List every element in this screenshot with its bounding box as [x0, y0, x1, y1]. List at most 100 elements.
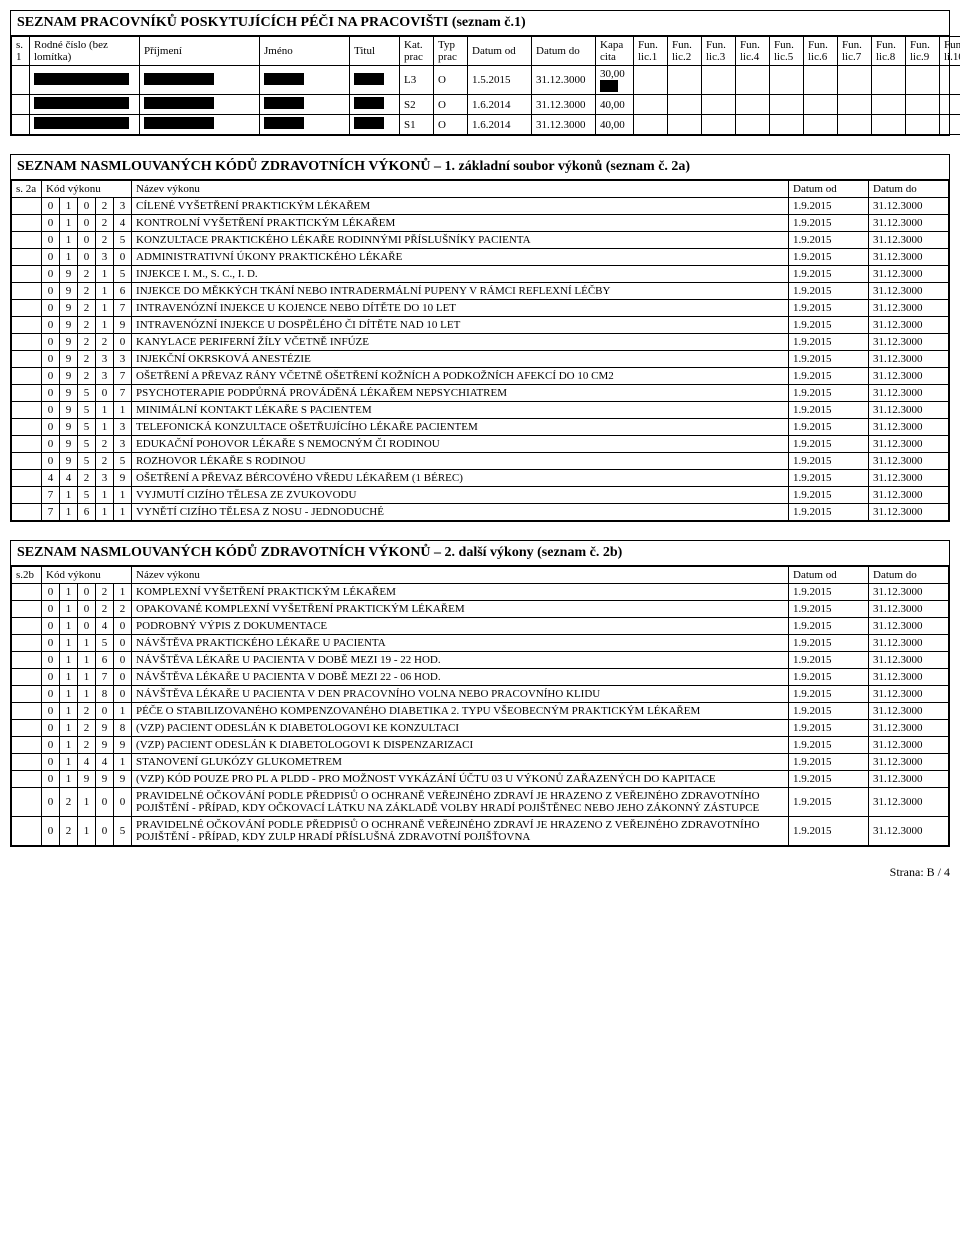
codes2b-header-row: s.2b Kód výkonu Název výkonu Datum od Da… [12, 567, 949, 584]
cell-code-digit: 7 [42, 487, 60, 504]
cell-od: 1.9.2015 [789, 232, 869, 249]
table-row: 09237OŠETŘENÍ A PŘEVAZ RÁNY VČETNĚ OŠETŘ… [12, 368, 949, 385]
cell-code-digit: 0 [42, 584, 60, 601]
cell-do: 31.12.3000 [869, 737, 949, 754]
cell-od: 1.9.2015 [789, 453, 869, 470]
codes2a-table: s. 2a Kód výkonu Název výkonu Datum od D… [11, 180, 949, 521]
table-row: 01298(VZP) PACIENT ODESLÁN K DIABETOLOGO… [12, 720, 949, 737]
cell-fun [736, 66, 770, 95]
cell-code-digit: 0 [42, 351, 60, 368]
cell-do: 31.12.3000 [869, 470, 949, 487]
cell-code-digit: 2 [78, 300, 96, 317]
cell-code-digit: 0 [42, 788, 60, 817]
cell-code-digit: 1 [114, 504, 132, 521]
cell-code-digit: 1 [78, 817, 96, 846]
cell-code-digit: 0 [42, 385, 60, 402]
cell-code-digit: 2 [78, 317, 96, 334]
cell-code-digit: 5 [114, 266, 132, 283]
cell-code-digit: 9 [60, 266, 78, 283]
cell-s1 [12, 115, 30, 135]
cell-s [12, 215, 42, 232]
cell-code-digit: 0 [114, 669, 132, 686]
cell-code-digit: 2 [78, 334, 96, 351]
cell-code-digit: 9 [60, 419, 78, 436]
cell-nazev: KANYLACE PERIFERNÍ ŽÍLY VČETNĚ INFÚZE [132, 334, 789, 351]
col-fun7: Fun. lic.7 [838, 37, 872, 66]
cell-code-digit: 2 [78, 266, 96, 283]
cell-rodne [30, 115, 140, 135]
cell-kat: L3 [400, 66, 434, 95]
cell-code-digit: 1 [114, 754, 132, 771]
cell-s1 [12, 95, 30, 115]
cell-do: 31.12.3000 [869, 635, 949, 652]
col-fun6: Fun. lic.6 [804, 37, 838, 66]
cell-code-digit: 1 [60, 720, 78, 737]
cell-nazev: NÁVŠTĚVA LÉKAŘE U PACIENTA V DOBĚ MEZI 2… [132, 669, 789, 686]
cell-code-digit: 1 [114, 584, 132, 601]
cell-do: 31.12.3000 [869, 351, 949, 368]
cell-fun [668, 95, 702, 115]
cell-fun [668, 66, 702, 95]
cell-code-digit: 2 [78, 368, 96, 385]
cell-do: 31.12.3000 [869, 669, 949, 686]
col-fun10: Fun. li.10 [940, 37, 960, 66]
cell-od: 1.9.2015 [789, 334, 869, 351]
cell-do: 31.12.3000 [869, 249, 949, 266]
table-row: 01160NÁVŠTĚVA LÉKAŘE U PACIENTA V DOBĚ M… [12, 652, 949, 669]
col-kod2a: Kód výkonu [42, 181, 132, 198]
cell-code-digit: 9 [96, 737, 114, 754]
table-row: 09525ROZHOVOR LÉKAŘE S RODINOU1.9.201531… [12, 453, 949, 470]
cell-nazev: NÁVŠTĚVA PRAKTICKÉHO LÉKAŘE U PACIENTA [132, 635, 789, 652]
cell-code-digit: 0 [42, 618, 60, 635]
cell-od: 1.9.2015 [789, 300, 869, 317]
codes2b-section: SEZNAM NASMLOUVANÝCH KÓDŮ ZDRAVOTNÍCH VÝ… [10, 540, 950, 847]
cell-code-digit: 1 [96, 504, 114, 521]
cell-od: 1.9.2015 [789, 402, 869, 419]
cell-code-digit: 0 [42, 266, 60, 283]
cell-code-digit: 0 [42, 754, 60, 771]
cell-s [12, 771, 42, 788]
cell-fun [770, 66, 804, 95]
col-fun4: Fun. lic.4 [736, 37, 770, 66]
cell-s [12, 686, 42, 703]
cell-nazev: STANOVENÍ GLUKÓZY GLUKOMETREM [132, 754, 789, 771]
cell-do: 31.12.3000 [869, 198, 949, 215]
table-row: 09220KANYLACE PERIFERNÍ ŽÍLY VČETNĚ INFÚ… [12, 334, 949, 351]
cell-s [12, 584, 42, 601]
cell-od: 1.9.2015 [789, 788, 869, 817]
cell-od: 1.5.2015 [468, 66, 532, 95]
table-row: S2O1.6.201431.12.300040,00 [12, 95, 960, 115]
cell-code-digit: 1 [96, 402, 114, 419]
col-nazev2a: Název výkonu [132, 181, 789, 198]
cell-do: 31.12.3000 [869, 300, 949, 317]
cell-fun [702, 95, 736, 115]
cell-code-digit: 0 [42, 436, 60, 453]
cell-code-digit: 0 [42, 817, 60, 846]
cell-code-digit: 1 [96, 300, 114, 317]
cell-od: 1.9.2015 [789, 283, 869, 300]
cell-code-digit: 1 [60, 703, 78, 720]
cell-code-digit: 9 [60, 317, 78, 334]
cell-do: 31.12.3000 [869, 368, 949, 385]
cell-s [12, 436, 42, 453]
cell-code-digit: 1 [60, 215, 78, 232]
cell-code-digit: 2 [96, 232, 114, 249]
cell-code-digit: 5 [78, 436, 96, 453]
cell-do: 31.12.3000 [869, 703, 949, 720]
col-fun5: Fun. lic.5 [770, 37, 804, 66]
cell-do: 31.12.3000 [869, 215, 949, 232]
cell-code-digit: 2 [78, 470, 96, 487]
cell-code-digit: 0 [42, 249, 60, 266]
col-fun3: Fun. lic.3 [702, 37, 736, 66]
cell-kapa: 40,00 [596, 95, 634, 115]
cell-od: 1.9.2015 [789, 771, 869, 788]
cell-do: 31.12.3000 [869, 754, 949, 771]
cell-fun [634, 66, 668, 95]
cell-code-digit: 0 [42, 300, 60, 317]
cell-typ: O [434, 95, 468, 115]
cell-code-digit: 1 [60, 618, 78, 635]
cell-fun [804, 95, 838, 115]
cell-jmeno [260, 95, 350, 115]
table-row: 01024KONTROLNÍ VYŠETŘENÍ PRAKTICKÝM LÉKA… [12, 215, 949, 232]
cell-code-digit: 0 [96, 788, 114, 817]
